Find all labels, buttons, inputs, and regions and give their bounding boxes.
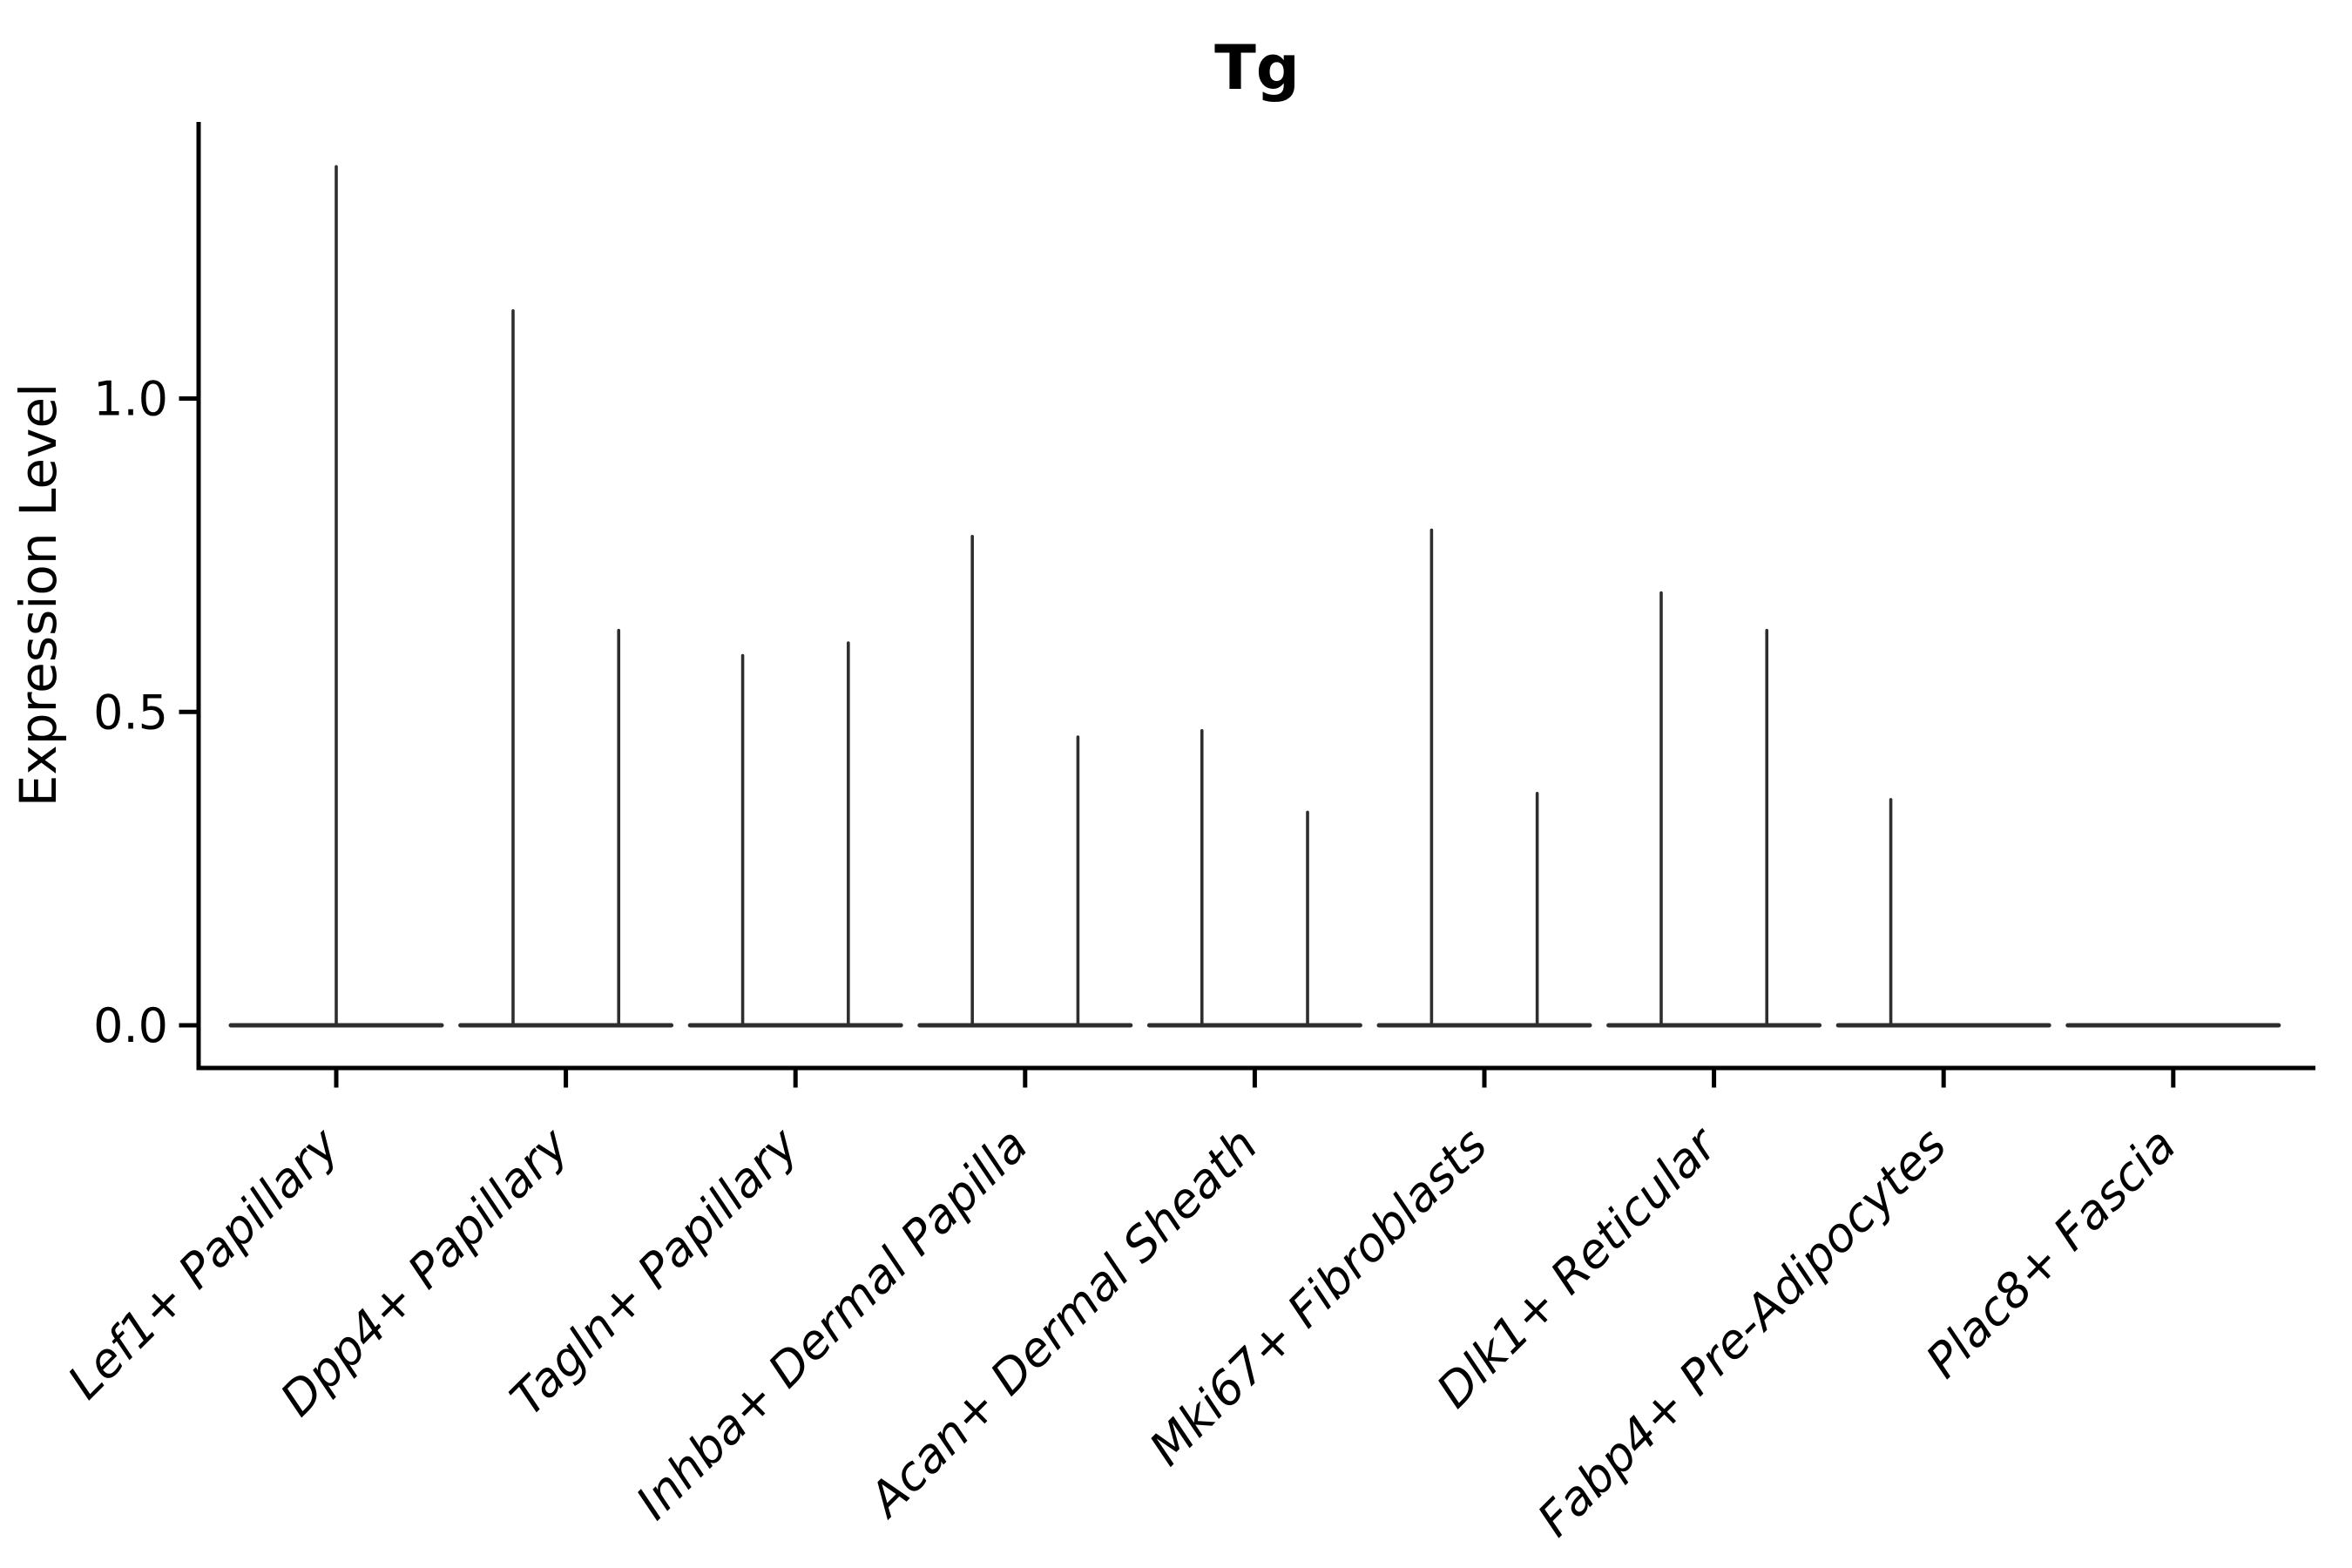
- violin-group: [687, 641, 903, 1028]
- chart-title: Tg: [1214, 32, 1300, 104]
- violins-layer: [228, 165, 2281, 1028]
- axes: [179, 122, 2315, 1088]
- x-tick-label: Acan+ Dermal Sheath: [857, 1118, 1268, 1529]
- y-tick-labels: 0.0 0.5 1.0: [93, 372, 168, 1054]
- x-tick-label: Plac8+ Fascia: [1916, 1118, 2186, 1389]
- violin-group: [1835, 798, 2051, 1028]
- x-tick-label: Inhba+ Dermal Papilla: [625, 1118, 1038, 1531]
- y-tick-label: 1.0: [93, 372, 168, 427]
- y-tick-label: 0.5: [93, 685, 168, 740]
- x-tick-label: Fabp4+ Pre-Adipocytes: [1527, 1118, 1957, 1547]
- violin-group: [917, 534, 1133, 1028]
- violin-group: [458, 308, 674, 1028]
- violin-group: [1146, 729, 1362, 1028]
- violin-group: [1376, 528, 1592, 1028]
- violin-group: [1606, 591, 1822, 1028]
- y-axis-label: Expression Level: [9, 383, 68, 807]
- y-tick-label: 0.0: [93, 998, 168, 1053]
- violin-group: [228, 165, 444, 1028]
